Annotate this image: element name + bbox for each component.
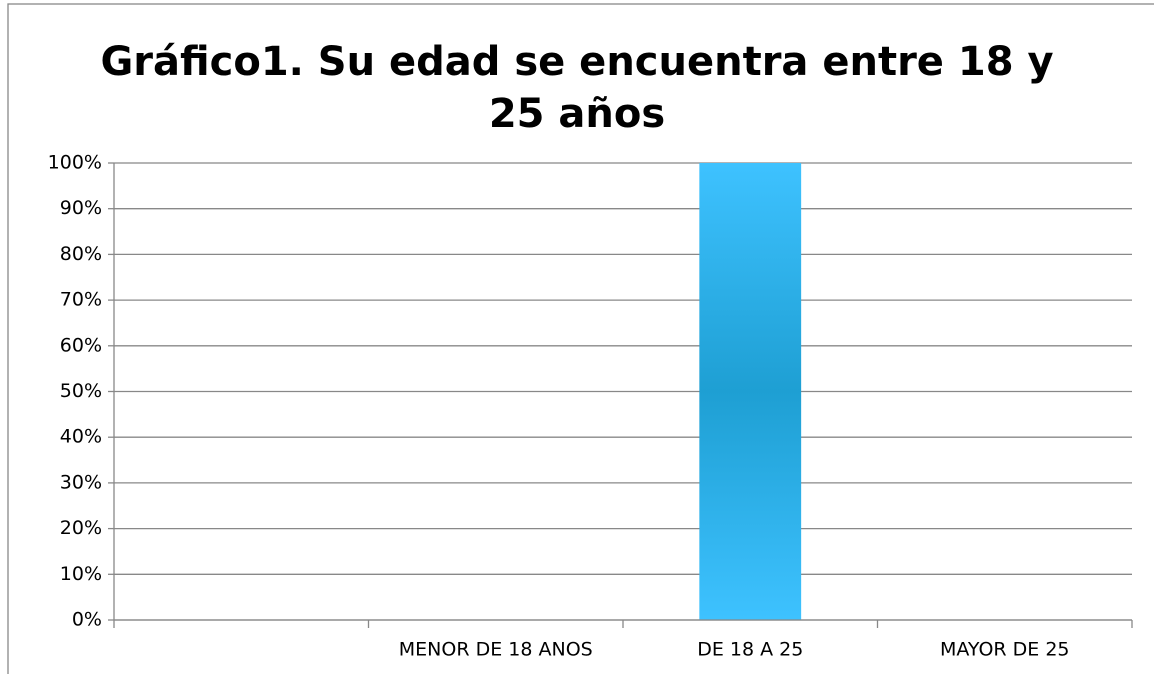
bar bbox=[699, 163, 802, 620]
x-tick-label: DE 18 A 25 bbox=[697, 639, 803, 661]
y-tick-label: 50% bbox=[60, 380, 102, 402]
y-tick-label: 100% bbox=[48, 152, 102, 174]
y-tick-label: 80% bbox=[60, 243, 102, 265]
y-tick-label: 40% bbox=[60, 426, 102, 448]
title-box: Gráfico1. Su edad se encuentra entre 18 … bbox=[0, 36, 1154, 140]
x-tick-label: MAYOR DE 25 bbox=[940, 639, 1070, 661]
chart-title: Gráfico1. Su edad se encuentra entre 18 … bbox=[100, 39, 1054, 137]
y-tick-label: 70% bbox=[60, 289, 102, 311]
y-tick-label: 0% bbox=[72, 609, 102, 631]
chart-border bbox=[7, 3, 1154, 674]
y-tick-label: 90% bbox=[60, 197, 102, 219]
y-tick-label: 30% bbox=[60, 471, 102, 493]
y-tick-label: 10% bbox=[60, 563, 102, 585]
x-tick-label: MENOR DE 18 ANOS bbox=[399, 639, 593, 661]
y-tick-label: 60% bbox=[60, 334, 102, 356]
y-tick-label: 20% bbox=[60, 517, 102, 539]
